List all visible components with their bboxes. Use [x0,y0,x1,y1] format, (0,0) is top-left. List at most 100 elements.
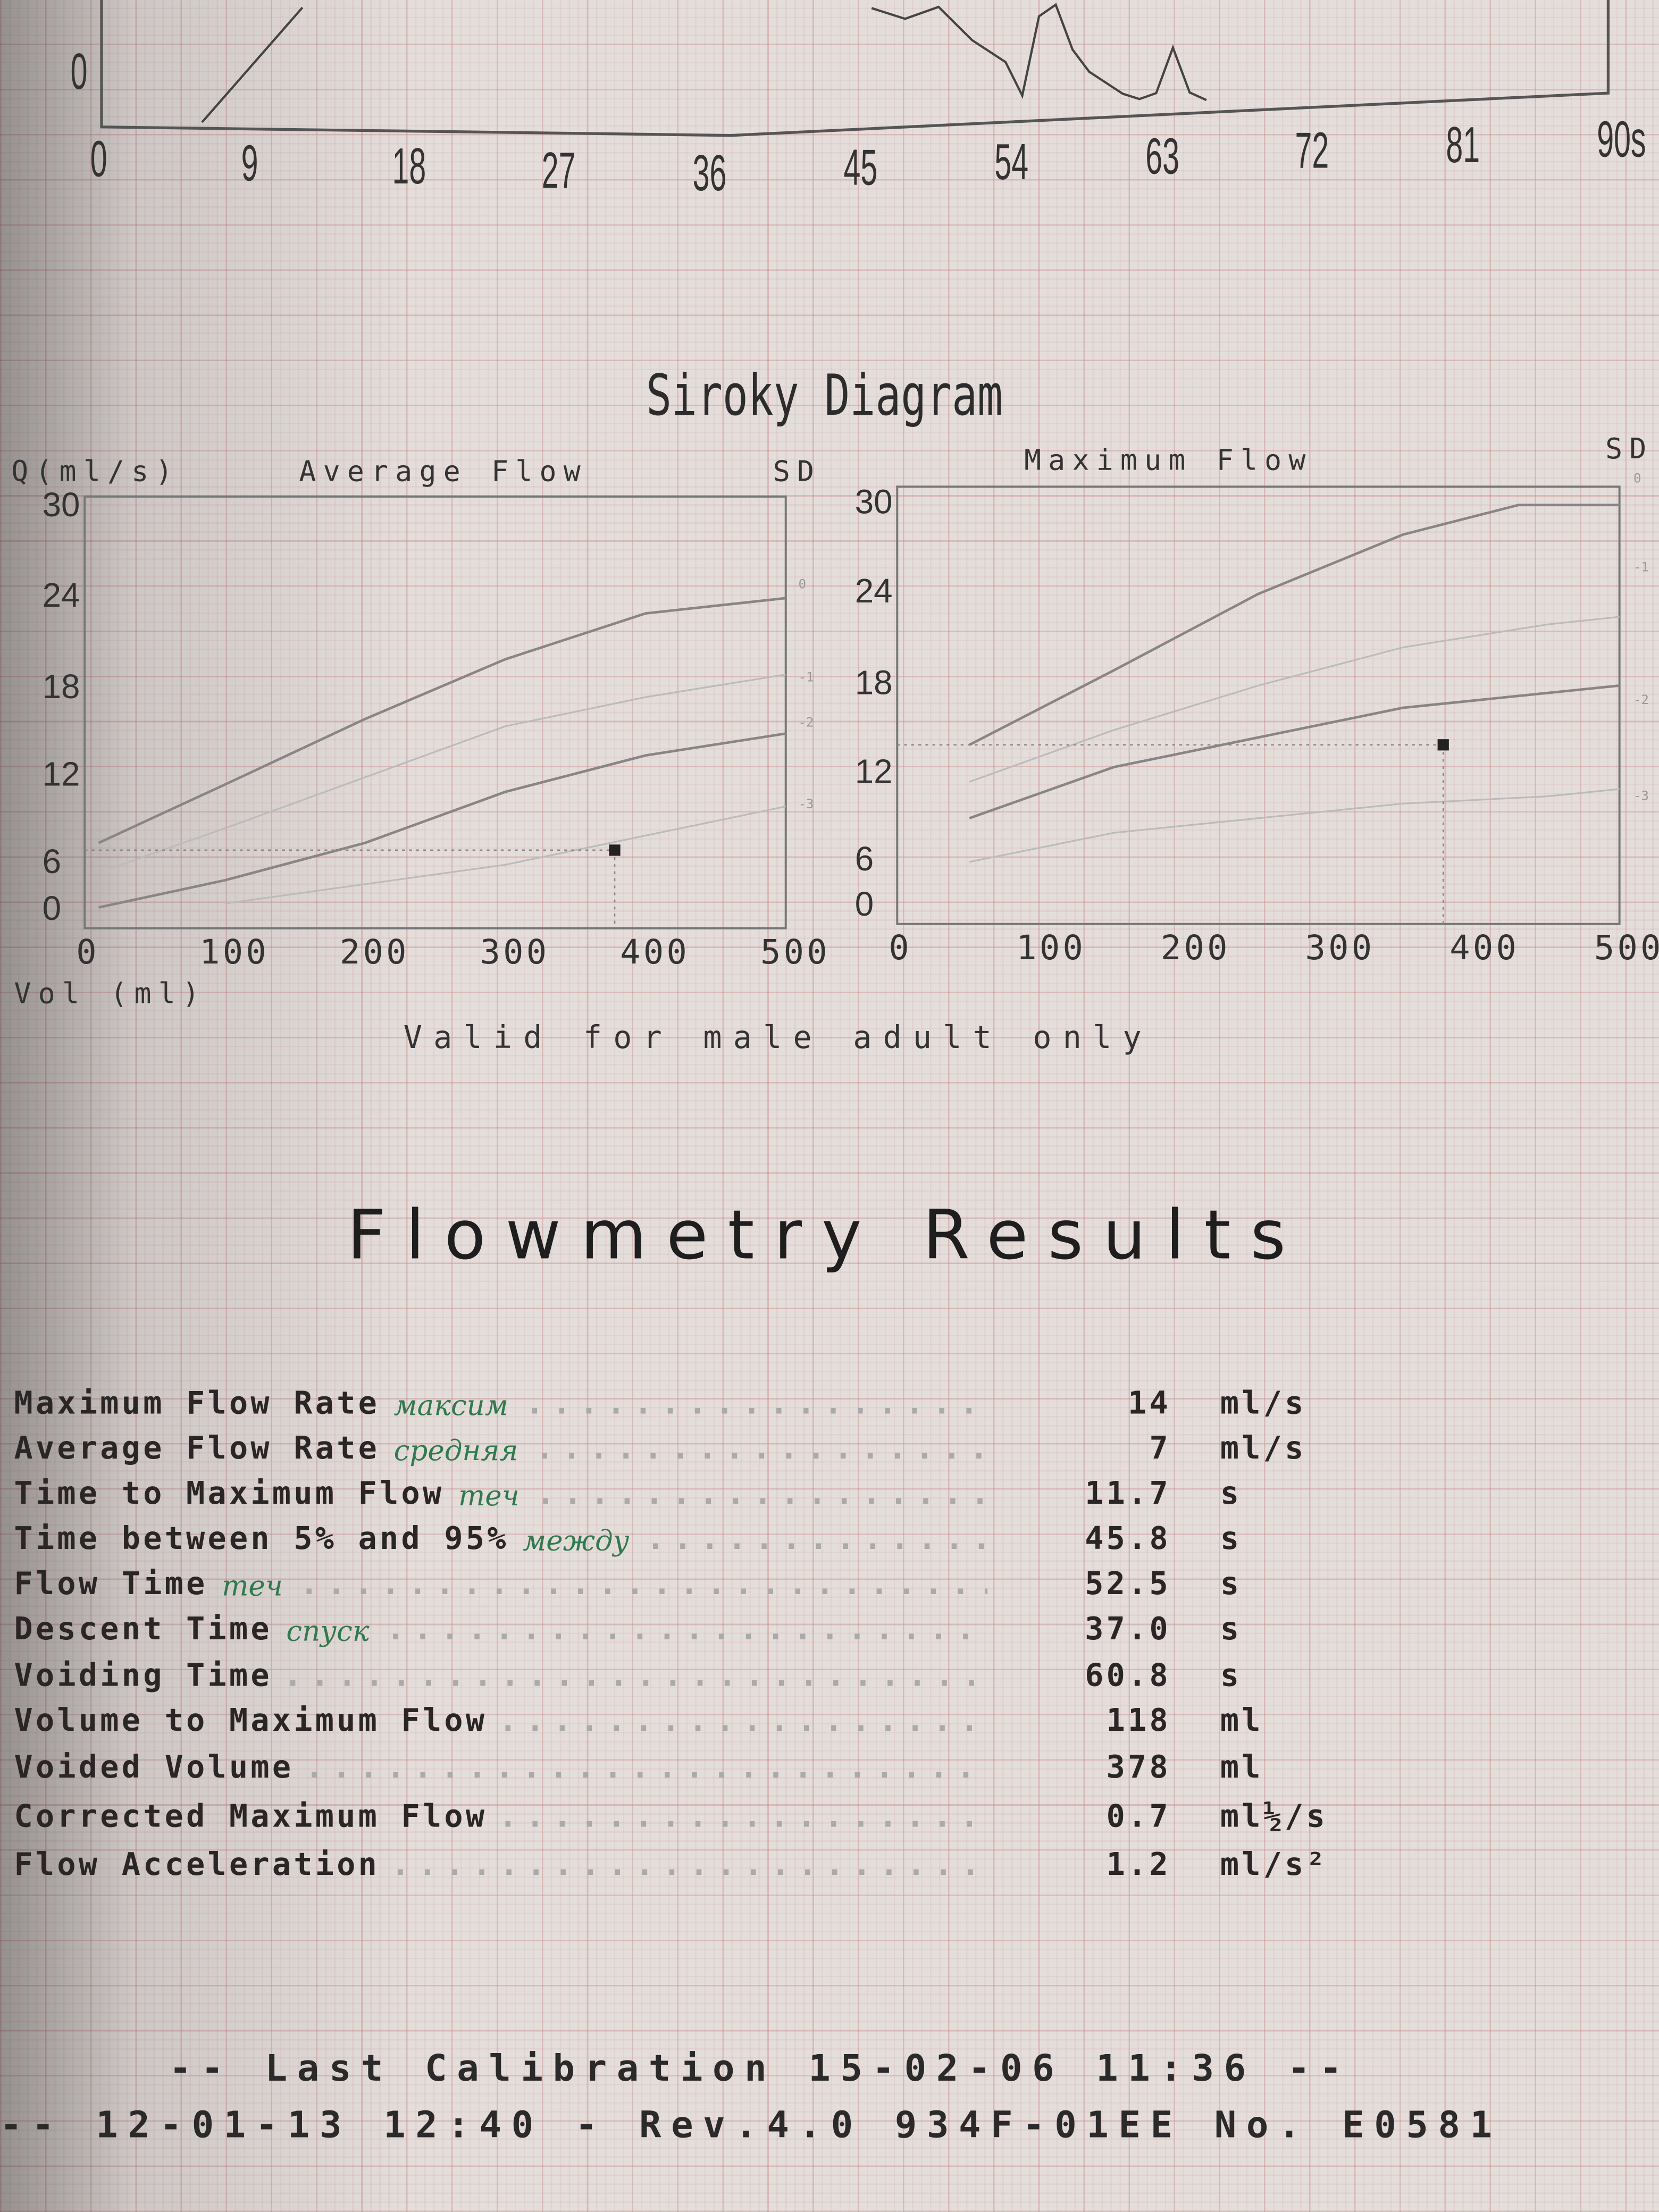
result-value: 14 [1128,1386,1171,1422]
maximum-flow-sd-tick: -1 [1633,561,1649,576]
sd-label-right: SD [1605,431,1654,466]
result-row: Time to Maximum Flow теч.................… [14,1476,1425,1518]
result-dots: ..............................: [391,1848,988,1883]
result-row: Voiding Time............................… [14,1657,1425,1700]
top-x-tick: 90s [1597,110,1646,168]
top-x-tick: 45 [843,138,878,196]
handwritten-note: теч [222,1569,283,1603]
result-label: Time between 5% and 95% [14,1522,509,1557]
top-x-tick: 27 [542,140,576,198]
average-flow-sd-tick: -2 [798,716,814,731]
result-label: Flow Time [14,1567,208,1603]
result-value: 60.8 [1085,1658,1171,1695]
result-label: Maximum Flow Rate [14,1386,380,1422]
result-unit: ml/s [1220,1386,1306,1422]
maximum-flow-sd-curve--1 [969,616,1620,783]
results-title: Flowmetry Results [347,1196,1306,1276]
y-axis-label: Q(ml/s) [11,454,180,488]
average-flow-x-tick: 200 [339,932,409,972]
result-row: Maximum Flow Rate максим.................… [14,1385,1425,1428]
average-flow-sd-curve--1 [98,674,786,874]
maximum-flow-sd-tick: 0 [1633,472,1641,487]
flow-curve-segment-1 [871,3,1207,102]
maximum-flow-patient-point [1437,739,1449,751]
maximum-flow-y-tick: 0 [854,886,874,924]
result-row: Average Flow Rate средняя................… [14,1430,1425,1473]
maximum-flow-y-tick: 6 [854,841,874,879]
footer-device-info: -- 12-01-13 12:40 - Rev.4.0 934F-01EE No… [0,2105,1502,2147]
result-label: Descent Time [14,1612,272,1648]
maximum-flow-x-tick: 300 [1305,928,1375,968]
sd-label-left: SD [773,454,822,488]
maximum-flow-title: Maximum Flow [1024,443,1313,477]
result-value: 1.2 [1106,1848,1171,1883]
result-row: Descent Time спуск.......................… [14,1611,1425,1654]
result-row: Volume to Maximum Flow..................… [14,1703,1425,1745]
result-unit: ml/s [1220,1431,1306,1468]
maximum-flow-sd-curve-0 [969,504,1620,746]
result-unit: ml½/s [1220,1800,1328,1836]
maximum-flow-x-tick: 200 [1160,928,1230,968]
result-dots: ..............................: [386,1612,987,1648]
result-value: 11.7 [1085,1477,1171,1513]
average-flow-sd-tick: 0 [798,578,806,593]
result-dots: ..............................: [536,1477,988,1513]
average-flow-sd-curve-0 [98,597,786,844]
result-dots: ..............................: [283,1658,988,1695]
maximum-flow-y-tick: 30 [854,483,893,522]
maximum-flow-x-tick: 500 [1594,928,1659,968]
average-flow-sd-curve--2 [98,732,786,909]
average-flow-sd-tick: -3 [798,798,814,813]
maximum-flow-sd-tick: -2 [1633,694,1649,708]
result-unit: ml [1220,1750,1263,1786]
maximum-flow-sd-tick: -3 [1633,790,1649,805]
result-row: Time between 5% and 95% между............… [14,1521,1425,1563]
average-flow-patient-point [609,844,621,856]
top-x-tick: 72 [1295,121,1330,179]
maximum-flow-x-tick: 0 [889,928,912,968]
result-unit: s [1220,1522,1242,1557]
average-flow-x-tick: 100 [199,932,270,972]
result-label: Average Flow Rate [14,1431,380,1468]
maximum-flow-y-tick: 24 [854,573,893,611]
maximum-flow-x-tick: 100 [1016,928,1086,968]
result-unit: s [1220,1477,1242,1513]
flow-curve-segment-0 [201,6,304,123]
maximum-flow-sd-curve--3 [969,788,1620,863]
result-row: Voided Volume...........................… [14,1749,1425,1792]
result-label: Voided Volume [14,1750,294,1786]
maximum-flow-x-tick: 400 [1449,928,1520,968]
top-x-tick: 54 [994,132,1028,191]
top-x-tick: 18 [391,137,426,195]
top-x-tick: 0 [90,130,107,188]
result-unit: ml [1220,1704,1263,1740]
result-unit: s [1220,1612,1242,1648]
result-label: Corrected Maximum Flow [14,1800,488,1836]
result-dots: ..............................: [535,1431,987,1468]
result-unit: s [1220,1567,1242,1603]
average-flow-y-tick: 24 [42,577,80,615]
result-value: 118 [1106,1704,1171,1740]
result-dots: ..............................: [498,1704,988,1740]
average-flow-plot-frame [83,495,787,929]
footer-calibration: -- Last Calibration 15-02-06 11:36 -- [169,2048,1352,2091]
result-row: Flow Acceleration.......................… [14,1847,1425,1889]
top-y-tick-0: 0 [70,42,88,100]
average-flow-y-tick: 0 [42,890,62,928]
result-label: Time to Maximum Flow [14,1477,445,1513]
valid-note: Valid for male adult only [403,1021,1153,1057]
top-x-tick: 9 [241,133,258,191]
average-flow-title: Average Flow [299,454,588,488]
result-value: 7 [1149,1431,1171,1468]
result-unit: ml/s² [1220,1848,1328,1883]
handwritten-note: теч [458,1478,520,1513]
flow-time-chart [100,0,1610,137]
result-value: 0.7 [1106,1800,1171,1836]
top-x-tick: 63 [1145,127,1179,185]
result-dots: ..............................: [305,1750,988,1786]
result-unit: s [1220,1658,1242,1695]
maximum-flow-sd-curve--2 [969,684,1620,819]
result-value: 45.8 [1085,1522,1171,1557]
